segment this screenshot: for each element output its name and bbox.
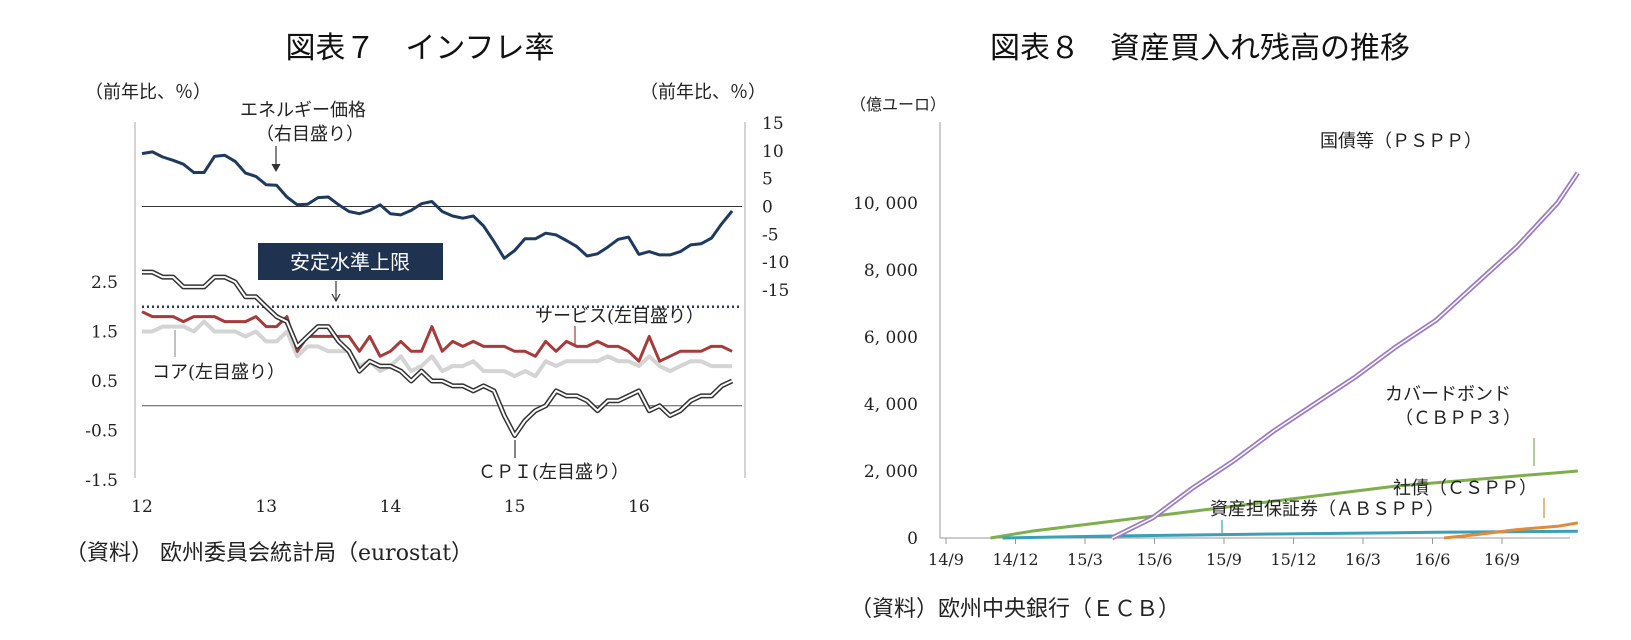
y-tick-chart8: 10, 000 — [853, 194, 918, 214]
cpi-line — [142, 271, 733, 437]
core-line — [142, 319, 733, 379]
energy-annotation-sub: （右目盛り） — [256, 124, 364, 145]
y-tick-chart8: 4, 000 — [864, 395, 918, 415]
cbpp3-label: カバードボンド — [1385, 384, 1511, 405]
x-tick-chart7: 15 — [504, 497, 526, 517]
x-tick-chart8: 14/12 — [992, 550, 1038, 569]
stability-arrow-head — [331, 293, 341, 303]
chart8-source: （資料）欧州中央銀行（ＥＣＢ） — [850, 597, 1180, 622]
y-tick-chart8: 0 — [907, 529, 918, 549]
y-left-tick: 2.5 — [91, 273, 118, 293]
x-tick-chart8: 15/12 — [1270, 550, 1316, 569]
x-tick-chart8: 15/3 — [1067, 550, 1103, 569]
cbpp3-line — [990, 469, 1578, 540]
core-annotation: コア(左目盛り） — [152, 362, 285, 383]
services-line — [141, 310, 733, 363]
y-right-tick: 5 — [762, 170, 773, 190]
y-tick-chart8: 2, 000 — [864, 462, 918, 482]
chart8-unit: （億ユーロ） — [850, 95, 946, 114]
x-tick-chart8: 16/3 — [1345, 550, 1381, 569]
cbpp3-label-sub: （ＣＢＰＰ３） — [1395, 408, 1521, 429]
x-tick-chart8: 16/9 — [1484, 550, 1520, 569]
chart7-title: 図表７ インフレ率 — [285, 31, 554, 66]
pspp-line — [1111, 172, 1579, 539]
chart7-unit-left: （前年比、％） — [85, 82, 211, 103]
y-left-tick: -1.5 — [85, 471, 118, 491]
y-right-tick: -5 — [762, 225, 779, 245]
chart7-source: （資料） 欧州委員会統計局（eurostat） — [65, 541, 473, 566]
y-tick-chart8: 8, 000 — [864, 261, 918, 281]
x-tick-chart7: 16 — [628, 497, 650, 517]
abspp-line — [1002, 529, 1578, 540]
y-right-tick: 10 — [762, 142, 784, 162]
energy-arrow-head — [271, 163, 281, 173]
energy-annotation: エネルギー価格 — [240, 100, 366, 121]
stability-label-box — [258, 243, 443, 280]
y-tick-chart8: 6, 000 — [864, 328, 918, 348]
chart7-unit-right: （前年比、％） — [640, 82, 766, 103]
y-right-tick: -10 — [762, 253, 789, 273]
x-tick-chart8: 14/9 — [928, 550, 964, 569]
y-right-tick: 0 — [762, 198, 773, 218]
x-tick-chart8: 15/9 — [1206, 550, 1242, 569]
cspp-label: 社債（ＣＳＰＰ） — [1393, 478, 1537, 499]
y-left-tick: 1.5 — [91, 323, 118, 343]
x-tick-chart7: 13 — [255, 497, 277, 517]
x-tick-chart8: 15/6 — [1137, 550, 1173, 569]
services-annotation: サービス(左目盛り） — [535, 306, 704, 327]
y-left-tick: 0.5 — [91, 372, 118, 392]
y-left-tick: -0.5 — [85, 422, 118, 442]
cpi-annotation: ＣＰＩ(左目盛り） — [478, 462, 629, 483]
energy-line — [141, 150, 734, 260]
chart8-title: 図表８ 資産買入れ残高の推移 — [990, 31, 1410, 66]
y-right-tick: -15 — [762, 281, 789, 301]
stability-label: 安定水準上限 — [290, 250, 410, 274]
abspp-label: 資産担保証券（ＡＢＳＰＰ） — [1210, 499, 1444, 520]
x-tick-chart7: 14 — [380, 497, 402, 517]
y-right-tick: 15 — [762, 114, 784, 134]
cspp-line — [1443, 521, 1579, 540]
x-tick-chart8: 16/6 — [1415, 550, 1451, 569]
pspp-label: 国債等（ＰＳＰＰ） — [1320, 131, 1482, 152]
x-tick-chart7: 12 — [131, 497, 153, 517]
